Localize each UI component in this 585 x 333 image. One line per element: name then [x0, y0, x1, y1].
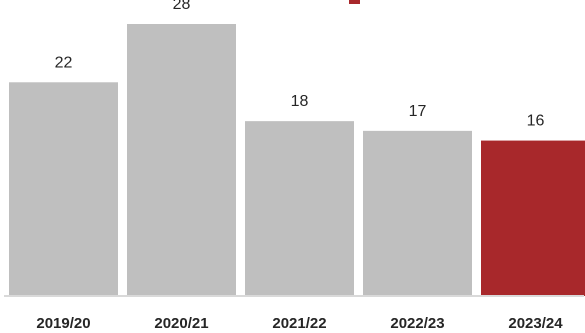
- category-label-2021/22: 2021/22: [272, 315, 326, 332]
- bars-group: [9, 24, 585, 297]
- data-label-2020/21: 28: [173, 0, 191, 13]
- data-label-2021/22: 18: [291, 93, 309, 110]
- category-label-2023/24: 2023/24: [508, 315, 563, 332]
- data-label-2019/20: 22: [55, 54, 73, 71]
- data-label-2023/24: 16: [527, 113, 545, 130]
- category-label-2020/21: 2020/21: [154, 315, 208, 332]
- category-label-2019/20: 2019/20: [36, 315, 90, 332]
- bar-2021/22: [245, 121, 354, 297]
- bar-2019/20: [9, 82, 118, 297]
- bar-2022/23: [363, 130, 472, 296]
- data-label-2022/23: 17: [409, 103, 427, 120]
- category-label-2022/23: 2022/23: [390, 315, 444, 332]
- category-labels-group: 2019/20 2020/21 2021/22 2022/23 2023/24: [36, 315, 563, 332]
- bar-2023/24: [481, 140, 585, 296]
- title-accent-mark: [349, 0, 360, 4]
- bar-2020/21: [127, 24, 236, 296]
- data-labels-group: 22 28 18 17 16: [55, 0, 545, 130]
